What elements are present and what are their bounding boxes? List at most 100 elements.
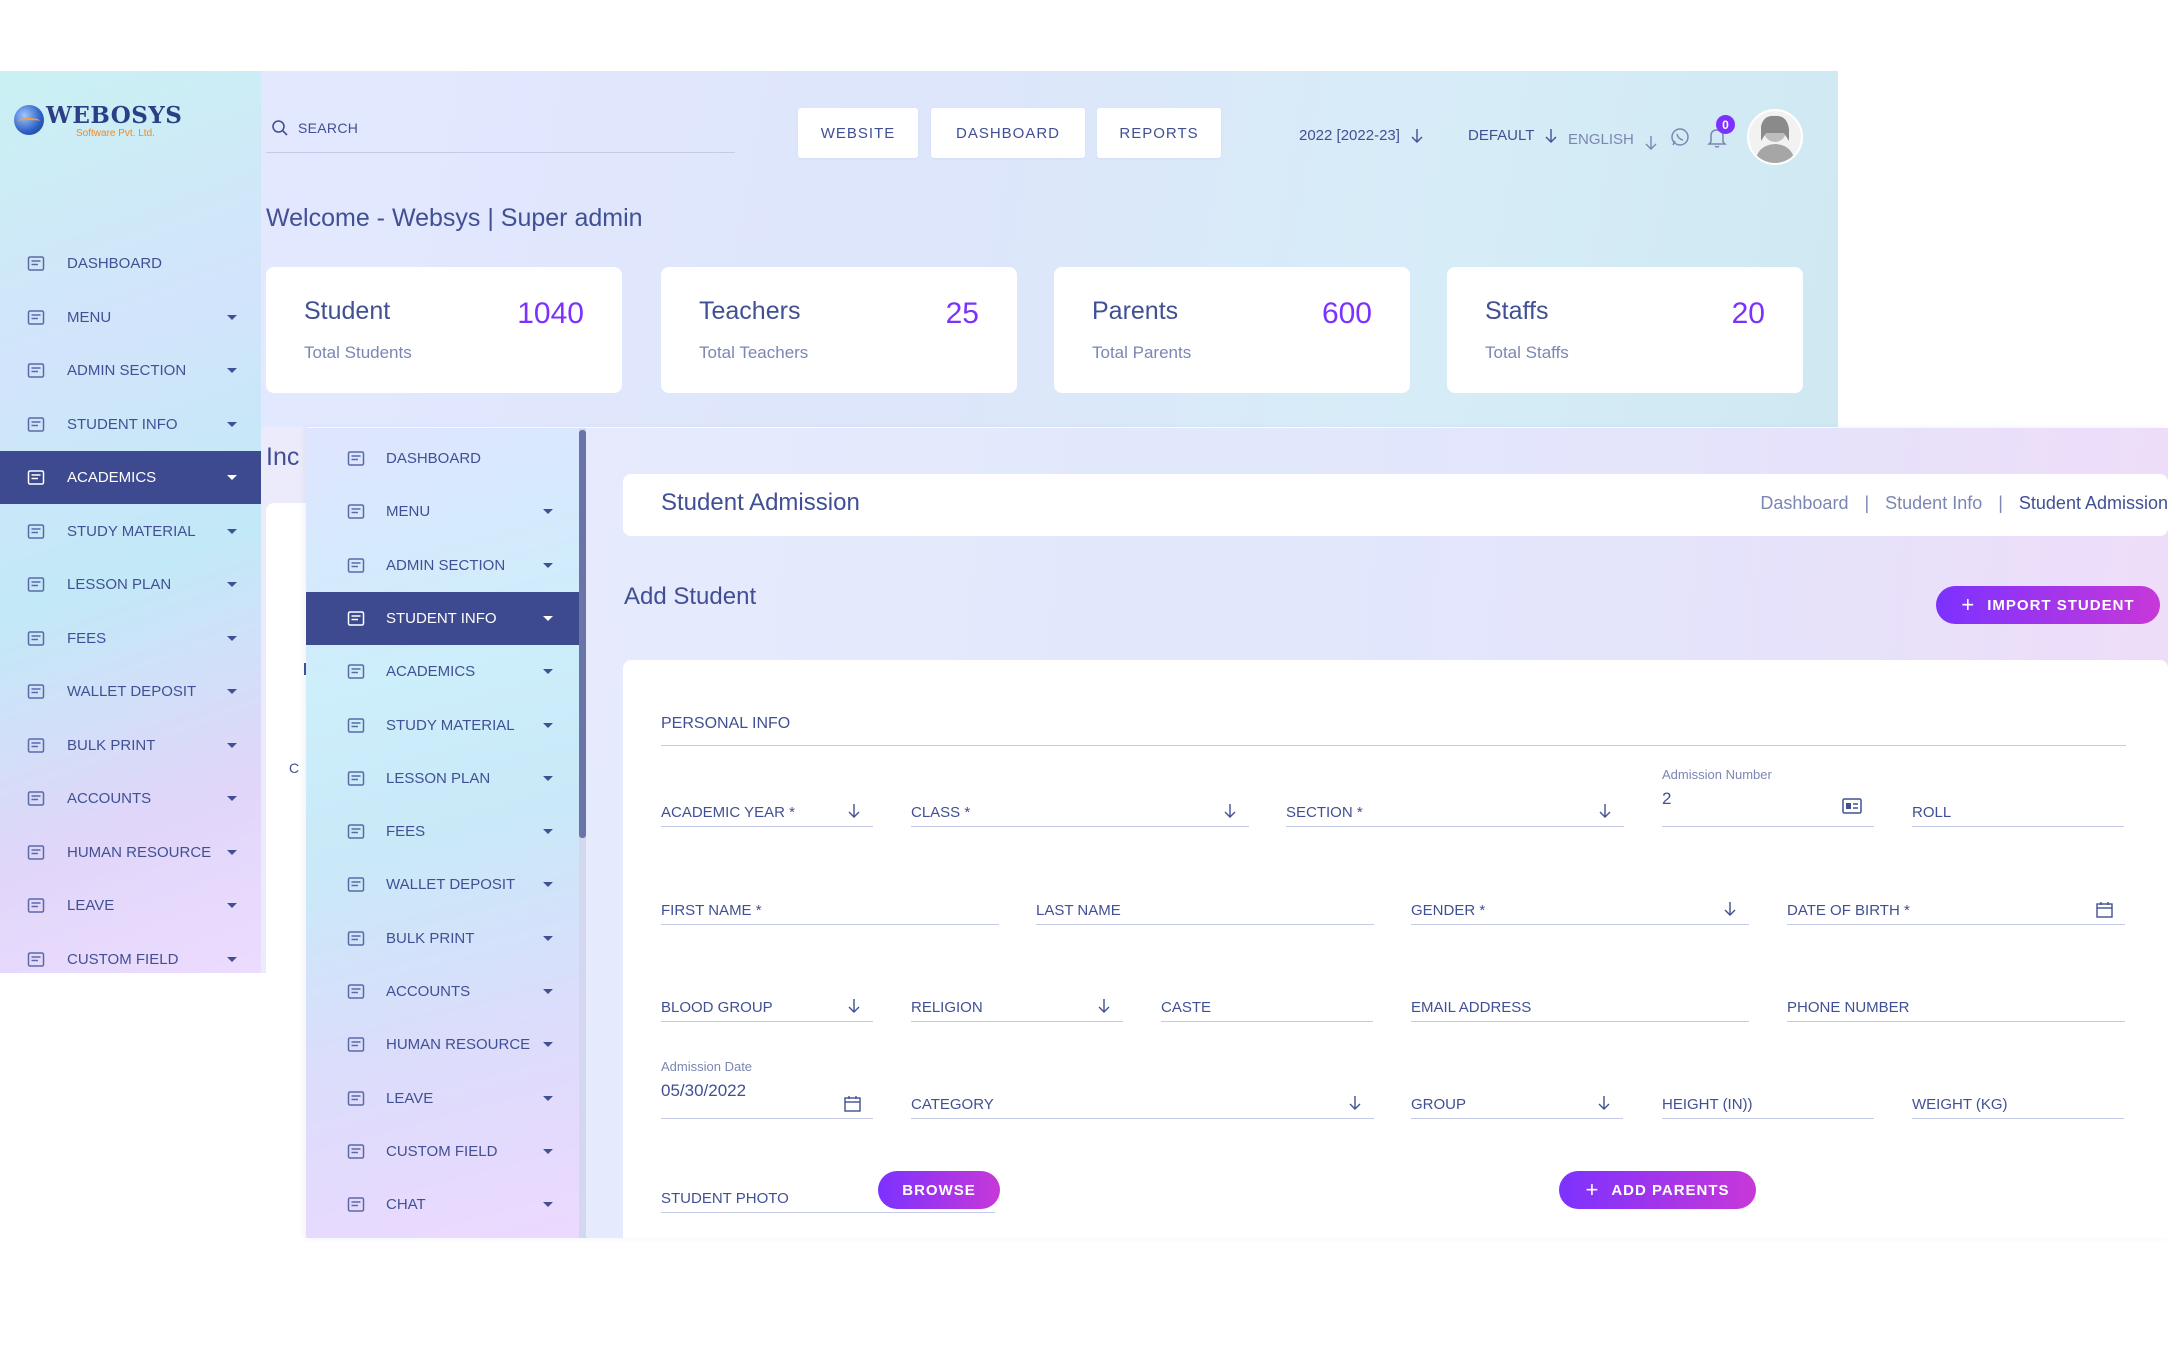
dashboard-button[interactable]: DASHBOARD <box>931 108 1085 158</box>
sidebar-item-bulk-print[interactable]: BULK PRINT <box>306 912 579 965</box>
sidebar-item-leave[interactable]: LEAVE <box>306 1072 579 1125</box>
sidebar-item-label: LEAVE <box>67 897 115 914</box>
caret-down-icon <box>543 1202 553 1208</box>
admission-date-field[interactable]: Admission Date 05/30/2022 <box>661 1059 873 1119</box>
whatsapp-icon[interactable] <box>1670 127 1690 147</box>
caret-down-icon <box>227 421 237 427</box>
sidebar-item-leave[interactable]: LEAVE <box>0 879 261 932</box>
sidebar-item-menu[interactable]: MENU <box>306 485 579 538</box>
phone-field[interactable]: PHONE NUMBER <box>1787 982 2125 1022</box>
section-select[interactable]: SECTION * <box>1286 787 1624 827</box>
caret-down-icon <box>543 829 553 835</box>
sidebar-item-wallet-deposit[interactable]: WALLET DEPOSIT <box>306 858 579 911</box>
stat-card-staffs[interactable]: Staffs Total Staffs 20 <box>1447 267 1803 393</box>
sidebar-item-accounts[interactable]: ACCOUNTS <box>0 772 261 825</box>
weight-field[interactable]: WEIGHT (KG) <box>1912 1079 2124 1119</box>
class-label: CLASS * <box>911 804 971 821</box>
breadcrumb-current: Student Admission <box>2018 493 2168 513</box>
sidebar-item-menu[interactable]: MENU <box>0 291 261 344</box>
caste-label: CASTE <box>1161 999 1212 1016</box>
class-select[interactable]: CLASS * <box>911 787 1249 827</box>
sidebar-item-label: CUSTOM FIELD <box>386 1142 498 1160</box>
last-name-field[interactable]: LAST NAME <box>1036 885 1374 925</box>
custom-field-icon <box>346 1142 366 1162</box>
student-photo-field[interactable]: STUDENT PHOTO <box>661 1173 995 1213</box>
academic-year-label: ACADEMIC YEAR * <box>661 804 795 821</box>
student-icon <box>26 415 46 435</box>
religion-select[interactable]: RELIGION <box>911 982 1123 1022</box>
first-name-field[interactable]: FIRST NAME * <box>661 885 999 925</box>
website-button[interactable]: WEBSITE <box>798 108 918 158</box>
theme-select[interactable]: DEFAULT <box>1468 127 1558 144</box>
admission-date-label: Admission Date <box>661 1059 753 1074</box>
arrow-down-icon <box>1349 1096 1361 1110</box>
webosys-logo[interactable]: WEBOSYS Software Pvt. Ltd. <box>14 103 182 139</box>
logo-subtitle: Software Pvt. Ltd. <box>76 128 155 139</box>
admission-number-field[interactable]: Admission Number 2 <box>1662 767 1874 827</box>
sidebar-item-student-info[interactable]: STUDENT INFO <box>306 591 579 645</box>
sidebar-item-label: BULK PRINT <box>386 929 475 947</box>
sidebar-item-academics[interactable]: ACADEMICS <box>306 645 579 698</box>
sidebar-item-admin-section[interactable]: ADMIN SECTION <box>306 539 579 592</box>
religion-label: RELIGION <box>911 999 983 1016</box>
browse-button[interactable]: BROWSE <box>878 1171 1000 1209</box>
search-placeholder: SEARCH <box>298 120 359 136</box>
globe-logo-icon <box>14 105 44 135</box>
student-photo-label: STUDENT PHOTO <box>661 1190 789 1207</box>
breadcrumb-student-info[interactable]: Student Info <box>1885 493 1983 513</box>
language-select[interactable]: ENGLISH <box>1568 127 1658 151</box>
accounts-icon <box>346 982 366 1002</box>
sidebar-item-chat[interactable]: CHAT <box>306 1178 579 1231</box>
session-select[interactable]: 2022 [2022-23] <box>1299 127 1424 144</box>
sidebar-item-human-resource[interactable]: HUMAN RESOURCE <box>0 826 261 879</box>
blood-group-select[interactable]: BLOOD GROUP <box>661 982 873 1022</box>
date-of-birth-field[interactable]: DATE OF BIRTH * <box>1787 885 2125 925</box>
stat-card-parents[interactable]: Parents Total Parents 600 <box>1054 267 1410 393</box>
sidebar-item-custom-field[interactable]: CUSTOM FIELD <box>306 1125 579 1178</box>
sidebar-item-wallet-deposit[interactable]: WALLET DEPOSIT <box>0 665 261 718</box>
sidebar-item-human-resource[interactable]: HUMAN RESOURCE <box>306 1018 579 1071</box>
height-field[interactable]: HEIGHT (IN)) <box>1662 1079 1874 1119</box>
sidebar-scrollbar-thumb[interactable] <box>579 430 586 838</box>
sidebar-item-lesson-plan[interactable]: LESSON PLAN <box>306 752 579 805</box>
category-select[interactable]: CATEGORY <box>911 1079 1374 1119</box>
breadcrumb-dashboard[interactable]: Dashboard <box>1760 493 1849 513</box>
caret-down-icon <box>543 509 553 515</box>
stat-card-student[interactable]: Student Total Students 1040 <box>266 267 622 393</box>
sidebar-item-bulk-print[interactable]: BULK PRINT <box>0 719 261 772</box>
sidebar-item-study-material[interactable]: STUDY MATERIAL <box>306 699 579 752</box>
sidebar-item-academics[interactable]: ACADEMICS <box>0 451 261 504</box>
group-select[interactable]: GROUP <box>1411 1079 1623 1119</box>
caret-down-icon <box>543 669 553 675</box>
sidebar-item-dashboard[interactable]: DASHBOARD <box>306 432 579 485</box>
add-parents-button[interactable]: + ADD PARENTS <box>1559 1171 1756 1209</box>
sidebar-item-student-info[interactable]: STUDENT INFO <box>0 398 261 451</box>
personal-info-title: PERSONAL INFO <box>661 715 791 732</box>
import-student-button[interactable]: + IMPORT STUDENT <box>1936 586 2160 624</box>
page-title: Student Admission <box>661 489 860 516</box>
search-box[interactable]: SEARCH <box>266 111 735 153</box>
chart-fragment <box>304 663 306 675</box>
sidebar-item-label: STUDY MATERIAL <box>386 716 515 734</box>
email-field[interactable]: EMAIL ADDRESS <box>1411 982 1749 1022</box>
stat-card-teachers[interactable]: Teachers Total Teachers 25 <box>661 267 1017 393</box>
sidebar-item-fees[interactable]: FEES <box>306 805 579 858</box>
sidebar-item-accounts[interactable]: ACCOUNTS <box>306 965 579 1018</box>
sidebar-item-admin-section[interactable]: ADMIN SECTION <box>0 344 261 397</box>
dashboard-window: WEBOSYS Software Pvt. Ltd. DASHBOARD MENU… <box>0 71 1838 973</box>
sidebar-item-fees[interactable]: FEES <box>0 612 261 665</box>
category-label: CATEGORY <box>911 1096 994 1113</box>
print-icon <box>26 736 46 756</box>
leave-icon <box>346 1089 366 1109</box>
reports-button[interactable]: REPORTS <box>1097 108 1221 158</box>
sidebar-item-study-material[interactable]: STUDY MATERIAL <box>0 505 261 558</box>
sidebar-item-dashboard[interactable]: DASHBOARD <box>0 237 261 290</box>
roll-field[interactable]: ROLL <box>1912 787 2124 827</box>
academic-year-select[interactable]: ACADEMIC YEAR * <box>661 787 873 827</box>
caret-down-icon <box>227 582 237 587</box>
user-avatar[interactable] <box>1747 109 1803 165</box>
caste-field[interactable]: CASTE <box>1161 982 1373 1022</box>
sidebar-item-custom-field[interactable]: CUSTOM FIELD <box>0 933 261 974</box>
sidebar-item-lesson-plan[interactable]: LESSON PLAN <box>0 558 261 611</box>
gender-select[interactable]: GENDER * <box>1411 885 1749 925</box>
